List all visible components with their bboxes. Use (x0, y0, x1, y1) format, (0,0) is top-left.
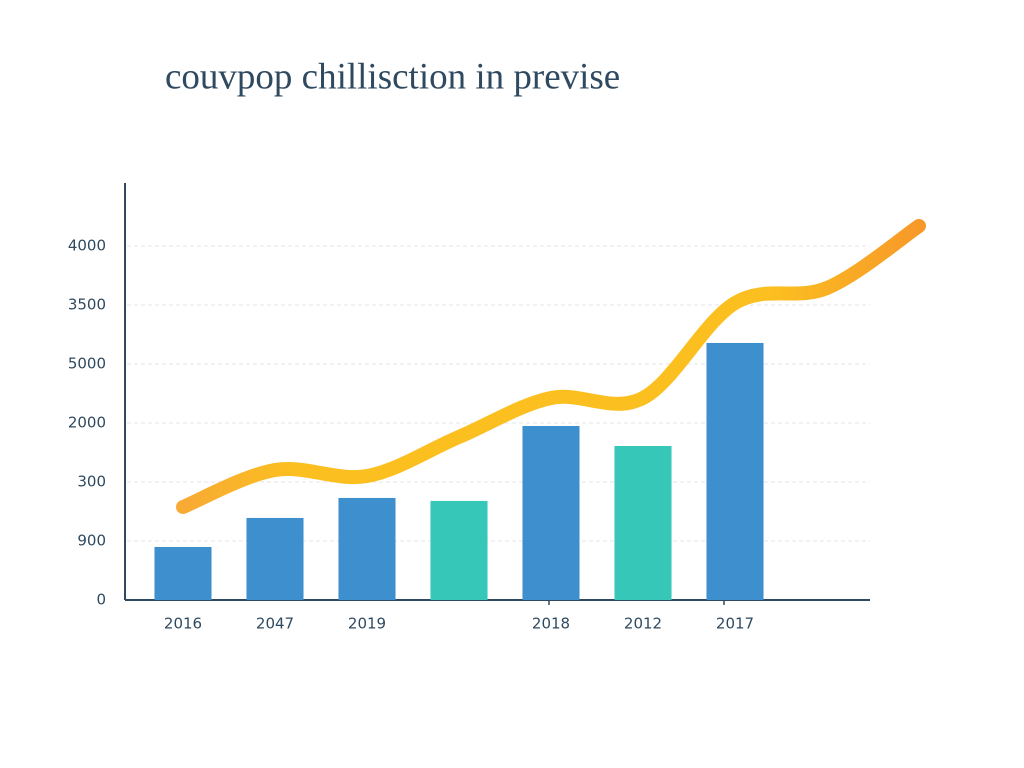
bar (706, 342, 764, 600)
x-tick-label: 2012 (624, 615, 662, 633)
x-tick-label: 2019 (348, 615, 386, 633)
x-tick-label: 2018 (532, 615, 570, 633)
y-tick-label: 900 (77, 531, 106, 549)
chart-title: couvpop chillisction in previse (165, 56, 620, 97)
bar (154, 546, 212, 600)
x-tick-label: 2017 (716, 615, 754, 633)
line (176, 218, 926, 514)
y-tick-label: 5000 (68, 354, 106, 372)
y-tick-label: 300 (77, 473, 106, 491)
bar (522, 425, 580, 600)
bar (430, 500, 488, 600)
y-tick-label: 3500 (68, 295, 106, 313)
bar (614, 445, 672, 600)
y-tick-label: 0 (96, 591, 106, 609)
y-tick-label: 4000 (68, 236, 106, 254)
y-tick-label: 2000 (68, 413, 106, 431)
bar (246, 517, 304, 600)
bar (338, 497, 396, 600)
x-tick-label: 2047 (256, 615, 294, 633)
x-tick-label: 2016 (164, 615, 202, 633)
